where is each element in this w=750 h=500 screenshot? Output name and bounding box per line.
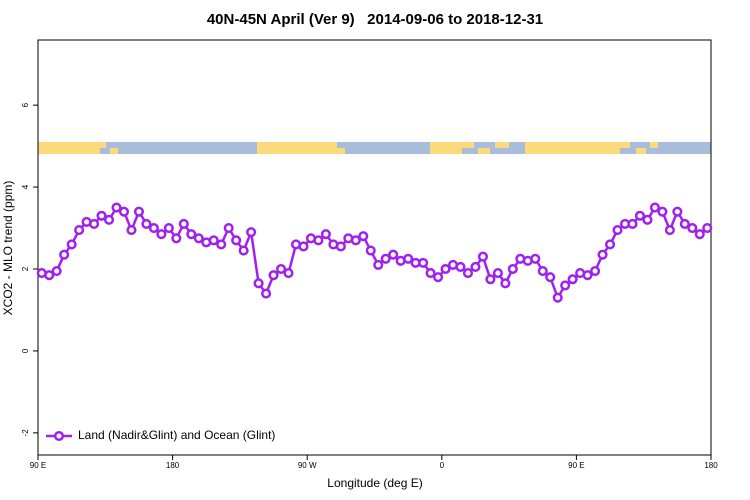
data-point: [253, 278, 264, 289]
data-point: [148, 222, 159, 234]
chart-title: 40N-45N April (Ver 9) 2014-09-06 to 2018…: [207, 11, 543, 28]
data-point: [418, 257, 429, 268]
x-tick-label: 180: [166, 461, 180, 470]
data-point: [687, 222, 698, 234]
data-point: [261, 288, 272, 299]
data-point: [694, 229, 705, 240]
x-tick-label: 90 E: [568, 461, 584, 470]
data-point: [163, 222, 174, 234]
data-point: [657, 206, 668, 217]
y-axis-label: XCO2 - MLO trend (ppm): [1, 181, 15, 316]
data-point: [462, 268, 474, 279]
data-point: [627, 218, 638, 229]
x-tick-label: 90 E: [30, 461, 46, 470]
data-point: [335, 241, 346, 252]
data-point: [283, 268, 294, 279]
y-tick-label: 6: [21, 102, 30, 107]
data-point: [552, 292, 563, 303]
x-tick-label: 90 W: [298, 461, 317, 470]
data-point: [118, 206, 130, 217]
data-point: [208, 235, 219, 246]
data-point: [171, 233, 182, 244]
data-point: [216, 239, 227, 250]
x-axis-label: Longitude (deg E): [327, 476, 422, 490]
data-point: [223, 222, 234, 234]
data-point: [679, 218, 690, 229]
data-point: [103, 214, 115, 225]
data-point: [51, 266, 62, 277]
data-point: [193, 233, 204, 244]
data-point: [612, 225, 623, 236]
data-point: [649, 202, 660, 213]
data-point: [642, 214, 653, 225]
data-point: [380, 253, 391, 264]
data-point: [358, 231, 369, 242]
data-point: [440, 263, 451, 275]
data-point: [275, 263, 287, 275]
data-point: [74, 225, 85, 236]
data-point: [59, 249, 70, 260]
data-point: [365, 245, 376, 256]
data-point: [66, 239, 77, 250]
data-point: [500, 278, 511, 289]
data-point: [590, 266, 601, 277]
data-point: [246, 227, 257, 238]
data-point: [664, 225, 675, 236]
data-point: [455, 261, 466, 273]
data-point: [597, 249, 608, 260]
data-point: [433, 272, 444, 283]
data-point: [44, 270, 55, 281]
data-point: [672, 206, 683, 217]
legend-label: Land (Nadir&Glint) and Ocean (Glint): [78, 428, 275, 442]
y-tick-label: 2: [21, 266, 30, 271]
plot-frame: [37, 39, 712, 456]
data-point: [320, 229, 331, 240]
data-point: [96, 210, 107, 221]
data-point: [567, 274, 578, 285]
data-point: [545, 272, 556, 283]
data-point: [477, 251, 488, 262]
data-point: [89, 218, 100, 229]
data-point: [425, 268, 436, 279]
data-point: [702, 222, 713, 234]
data-point: [537, 266, 548, 277]
data-point: [350, 235, 361, 246]
data-point: [560, 280, 571, 291]
data-point: [470, 261, 481, 273]
data-point: [403, 253, 414, 264]
data-point: [141, 218, 152, 229]
data-point: [268, 270, 279, 281]
data-point: [126, 225, 137, 236]
data-point: [231, 235, 242, 246]
data-point: [313, 235, 324, 246]
data-point: [582, 270, 593, 281]
data-point: [388, 249, 399, 260]
data-point: [507, 263, 518, 275]
data-point: [634, 210, 646, 221]
legend-marker: [53, 430, 65, 442]
data-point: [111, 202, 122, 213]
x-tick-label: 180: [704, 461, 718, 470]
data-point: [530, 253, 541, 264]
data-point: [605, 239, 616, 250]
land-ocean-strip: [38, 142, 711, 154]
data-point: [298, 241, 309, 252]
y-tick-label: 0: [21, 348, 30, 353]
y-tick-label: -2: [21, 429, 30, 437]
data-point: [238, 245, 249, 256]
y-tick-label: 4: [21, 184, 30, 189]
data-point: [373, 259, 384, 270]
data-point: [485, 274, 496, 285]
data-point: [133, 206, 144, 217]
x-tick-label: 0: [440, 461, 445, 470]
data-point: [186, 229, 197, 240]
data-point: [178, 218, 189, 229]
data-point: [492, 268, 503, 279]
data-point: [156, 229, 167, 240]
